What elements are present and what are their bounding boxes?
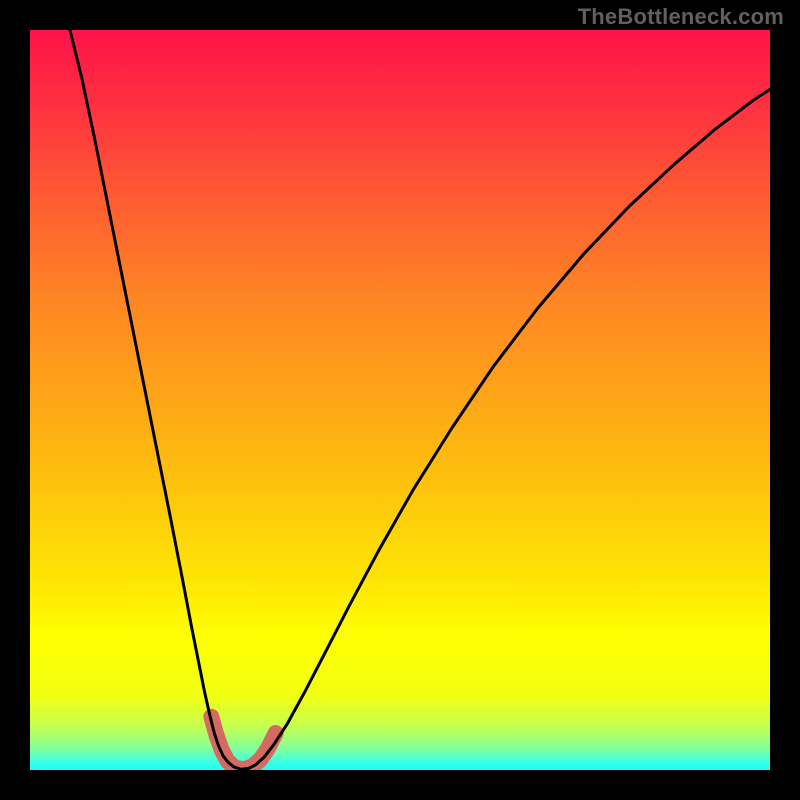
chart-background: [30, 30, 770, 770]
watermark-text: TheBottleneck.com: [578, 4, 784, 30]
bottleneck-chart: [30, 30, 770, 770]
outer-frame: TheBottleneck.com: [0, 0, 800, 800]
